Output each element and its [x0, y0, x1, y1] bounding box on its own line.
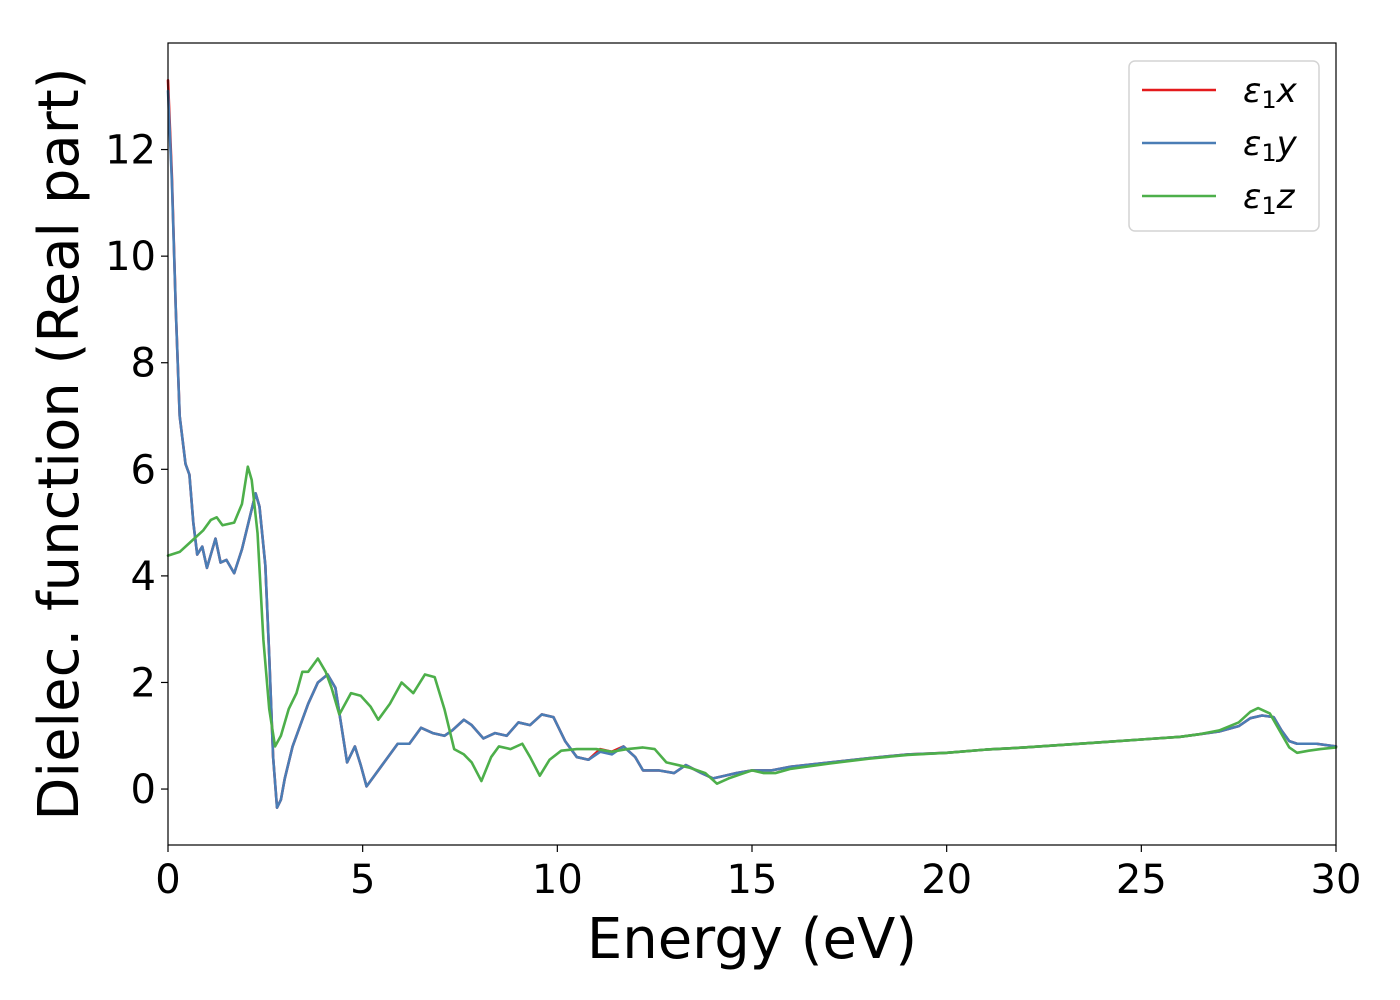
y-tick-label: 10 — [105, 234, 156, 280]
legend-label-x: ε1x — [1243, 71, 1298, 114]
legend: ε1x ε1y ε1z — [1128, 60, 1320, 232]
legend-label-y: ε1y — [1243, 124, 1298, 167]
y-tick-label: 8 — [131, 341, 156, 387]
legend-box — [1128, 60, 1320, 232]
series-layer — [166, 79, 1338, 809]
y-axis-title: Dielec. function (Real part) — [27, 67, 92, 820]
y-axis: 0 2 4 6 8 10 12 — [105, 128, 168, 813]
x-tick-label: 5 — [350, 857, 375, 903]
x-axis-title: Energy (eV) — [587, 907, 917, 972]
x-axis: 0 5 10 15 20 25 30 — [155, 845, 1361, 903]
legend-label-z: ε1z — [1243, 177, 1296, 220]
y-tick-label: 6 — [131, 447, 156, 493]
y-tick-label: 0 — [131, 767, 156, 813]
x-tick-label: 20 — [921, 857, 972, 903]
series-line-z — [166, 465, 1338, 786]
x-tick-label: 10 — [532, 857, 583, 903]
y-tick-label: 4 — [131, 554, 156, 600]
y-tick-label: 2 — [131, 660, 156, 706]
x-tick-label: 15 — [727, 857, 778, 903]
y-tick-label: 12 — [105, 128, 156, 174]
x-tick-label: 30 — [1311, 857, 1362, 903]
x-tick-label: 25 — [1116, 857, 1167, 903]
x-tick-label: 0 — [155, 857, 180, 903]
legend-items: ε1x ε1y ε1z — [1142, 71, 1298, 220]
